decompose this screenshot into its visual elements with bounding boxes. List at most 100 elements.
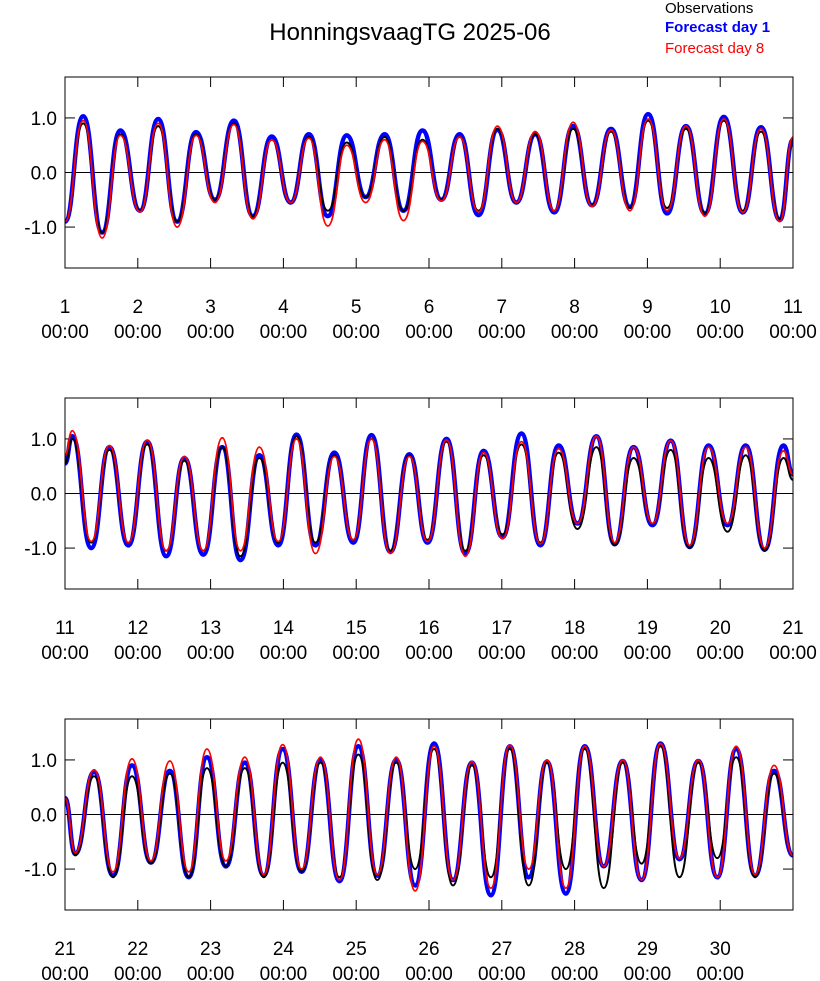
x-tick-label-line: 00:00 <box>41 322 89 343</box>
x-tick-label-line: 14 <box>273 618 295 639</box>
x-tick-label: 13 00:00 <box>187 618 235 664</box>
y-tick-label: -1.0 <box>24 218 57 239</box>
x-tick-label: 20 00:00 <box>696 618 744 664</box>
legend-entry: Observations <box>665 0 753 17</box>
x-tick-label: 29 00:00 <box>624 939 672 981</box>
x-tick-label-line: 00:00 <box>332 643 380 664</box>
x-tick-label-line: 00:00 <box>478 322 526 343</box>
x-tick-label-line: 23 <box>200 939 221 960</box>
x-tick-label: 11 00:00 <box>41 618 89 664</box>
x-tick-label: 16 00:00 <box>405 618 453 664</box>
x-tick-label-line: 00:00 <box>114 322 162 343</box>
x-tick-label-line: 00:00 <box>260 322 308 343</box>
x-tick-label-line: 00:00 <box>769 643 817 664</box>
x-tick-label: 3 00:00 <box>187 297 235 343</box>
x-tick-label-line: 20 <box>710 618 731 639</box>
x-tick-label-line: 00:00 <box>405 964 453 981</box>
x-tick-label-line: 28 <box>564 939 585 960</box>
x-tick-label-line: 00:00 <box>478 643 526 664</box>
legend: Observations Forecast day 1 Forecast day… <box>665 0 770 57</box>
plot-frame <box>64 76 794 269</box>
x-tick-label: 21 00:00 <box>769 618 817 664</box>
plot-frame <box>64 718 794 911</box>
x-tick-label: 18 00:00 <box>551 618 599 664</box>
x-tick-label-line: 00:00 <box>696 643 744 664</box>
legend-entry: Forecast day 1 <box>665 19 770 36</box>
x-tick-label: 14 00:00 <box>260 618 308 664</box>
x-tick-label-line: 21 <box>782 618 803 639</box>
x-tick-label: 24 00:00 <box>260 939 308 981</box>
x-tick-label-line: 15 <box>346 618 367 639</box>
x-tick-label: 21 00:00 <box>41 939 89 981</box>
x-tick-label: 10 00:00 <box>696 297 744 343</box>
x-tick-label-line: 21 <box>54 939 75 960</box>
plot-area <box>65 429 793 563</box>
series-line <box>65 738 793 892</box>
x-tick-label-line: 11 <box>783 297 803 318</box>
y-tick-label: 0.0 <box>31 164 57 185</box>
x-tick-label-line: 00:00 <box>624 643 672 664</box>
y-tick-label: 1.0 <box>31 751 57 772</box>
x-tick-label-line: 00:00 <box>405 643 453 664</box>
x-tick-label-line: 00:00 <box>260 964 308 981</box>
x-tick-label-line: 13 <box>200 618 221 639</box>
x-tick-label-line: 5 <box>351 297 362 318</box>
x-tick-label: 5 00:00 <box>332 297 380 343</box>
x-tick-label-line: 00:00 <box>696 964 744 981</box>
y-tick-label: 1.0 <box>31 430 57 451</box>
x-tick-label-line: 16 <box>418 618 439 639</box>
x-tick-label: 26 00:00 <box>405 939 453 981</box>
plot-area <box>65 111 793 239</box>
x-tick-label: 1 00:00 <box>41 297 89 343</box>
x-tick-label-line: 00:00 <box>114 964 162 981</box>
x-tick-label-line: 00:00 <box>187 643 235 664</box>
x-tick-label: 22 00:00 <box>114 939 162 981</box>
x-tick-label-line: 00:00 <box>260 643 308 664</box>
x-tick-label-line: 00:00 <box>332 322 380 343</box>
x-tick-label-line: 00:00 <box>769 322 817 343</box>
x-tick-label: 30 00:00 <box>696 939 744 981</box>
x-tick-label-line: 2 <box>133 297 144 318</box>
x-tick-label-line: 00:00 <box>41 643 89 664</box>
x-tick-label-line: 4 <box>278 297 289 318</box>
x-tick-label-line: 10 <box>710 297 731 318</box>
y-tick-label: 1.0 <box>31 109 57 130</box>
x-tick-label-line: 8 <box>569 297 580 318</box>
x-tick-label-line: 30 <box>710 939 731 960</box>
plot-area <box>65 738 793 898</box>
series-line <box>65 429 793 558</box>
x-tick-label: 28 00:00 <box>551 939 599 981</box>
legend-entry: Forecast day 8 <box>665 40 764 57</box>
x-tick-label-line: 00:00 <box>405 322 453 343</box>
x-tick-label-line: 00:00 <box>624 964 672 981</box>
x-tick-label: 12 00:00 <box>114 618 162 664</box>
x-tick-label-line: 29 <box>637 939 658 960</box>
x-tick-label-line: 00:00 <box>187 322 235 343</box>
x-tick-label-line: 00:00 <box>624 322 672 343</box>
x-tick-label: 8 00:00 <box>551 297 599 343</box>
x-tick-label-line: 17 <box>491 618 512 639</box>
x-tick-label-line: 12 <box>127 618 148 639</box>
x-tick-label-line: 00:00 <box>478 964 526 981</box>
x-tick-label: 9 00:00 <box>624 297 672 343</box>
x-tick-label-line: 00:00 <box>332 964 380 981</box>
x-tick-label-line: 11 <box>55 618 75 639</box>
x-tick-label: 25 00:00 <box>332 939 380 981</box>
x-tick-label-line: 9 <box>642 297 653 318</box>
x-tick-label-line: 00:00 <box>114 643 162 664</box>
x-tick-label-line: 00:00 <box>551 322 599 343</box>
x-tick-label: 27 00:00 <box>478 939 526 981</box>
x-tick-label-line: 3 <box>205 297 216 318</box>
plot-frame <box>64 397 794 590</box>
panel: -1.0 0.0 1.0 1 00:00 2 00:00 3 00:00 4 00:00 5 00:00… <box>24 76 817 343</box>
y-tick-label: 0.0 <box>31 806 57 827</box>
x-tick-label-line: 18 <box>564 618 585 639</box>
x-tick-label: 4 00:00 <box>260 297 308 343</box>
x-tick-label: 17 00:00 <box>478 618 526 664</box>
x-tick-label-line: 26 <box>418 939 439 960</box>
x-tick-label: 7 00:00 <box>478 297 526 343</box>
x-tick-label-line: 19 <box>637 618 658 639</box>
